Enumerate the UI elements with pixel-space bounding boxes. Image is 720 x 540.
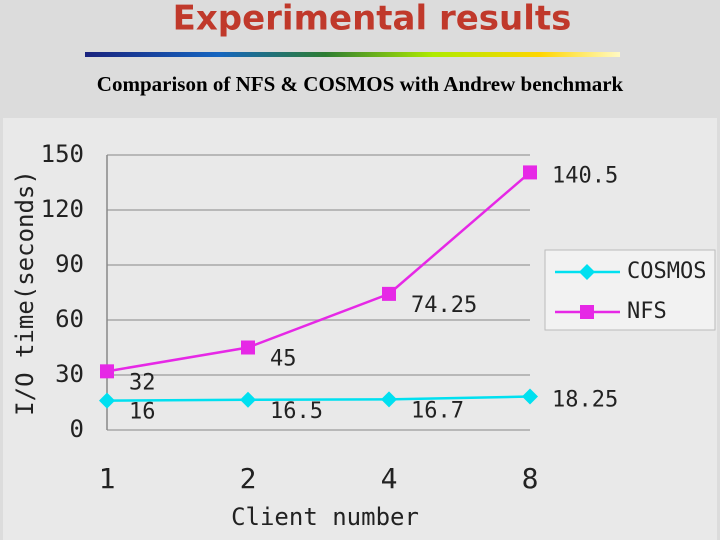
data-point [522,388,538,405]
y-tick-label: 60 [55,305,84,333]
subtitle: Comparison of NFS & COSMOS with Andrew b… [97,72,624,96]
legend-marker [580,305,594,319]
data-label: 16.5 [270,399,323,424]
y-tick-label: 150 [41,140,84,168]
data-point [100,364,114,379]
x-tick-label: 2 [240,462,257,495]
data-point [240,391,256,408]
legend-label: COSMOS [627,259,706,284]
data-point [241,340,255,355]
y-tick-label: 30 [55,360,84,388]
data-point [99,392,115,409]
x-axis-label: Client number [231,503,419,531]
slide-title: Experimental results [173,0,572,39]
data-point [523,165,537,180]
data-label: 16.7 [411,398,464,423]
legend-label: NFS [627,299,667,324]
x-tick-label: 8 [522,462,539,495]
data-label: 16 [129,400,156,425]
x-tick-label: 4 [381,462,398,495]
data-point [381,391,397,408]
data-label: 74.25 [411,293,477,318]
data-label: 18.25 [552,388,618,413]
y-tick-label: 90 [55,250,84,278]
series-line [106,171,531,373]
divider [85,52,620,57]
y-tick-label: 0 [70,415,84,443]
legend [544,249,716,331]
data-label: 45 [270,347,297,372]
y-axis-label: I/O time(seconds) [11,170,39,416]
data-point [382,286,396,301]
series-line [106,395,531,402]
y-tick-label: 120 [41,195,84,223]
legend-marker [579,264,595,280]
data-label: 140.5 [552,163,618,188]
data-label: 32 [129,370,156,395]
x-tick-label: 1 [99,462,116,495]
